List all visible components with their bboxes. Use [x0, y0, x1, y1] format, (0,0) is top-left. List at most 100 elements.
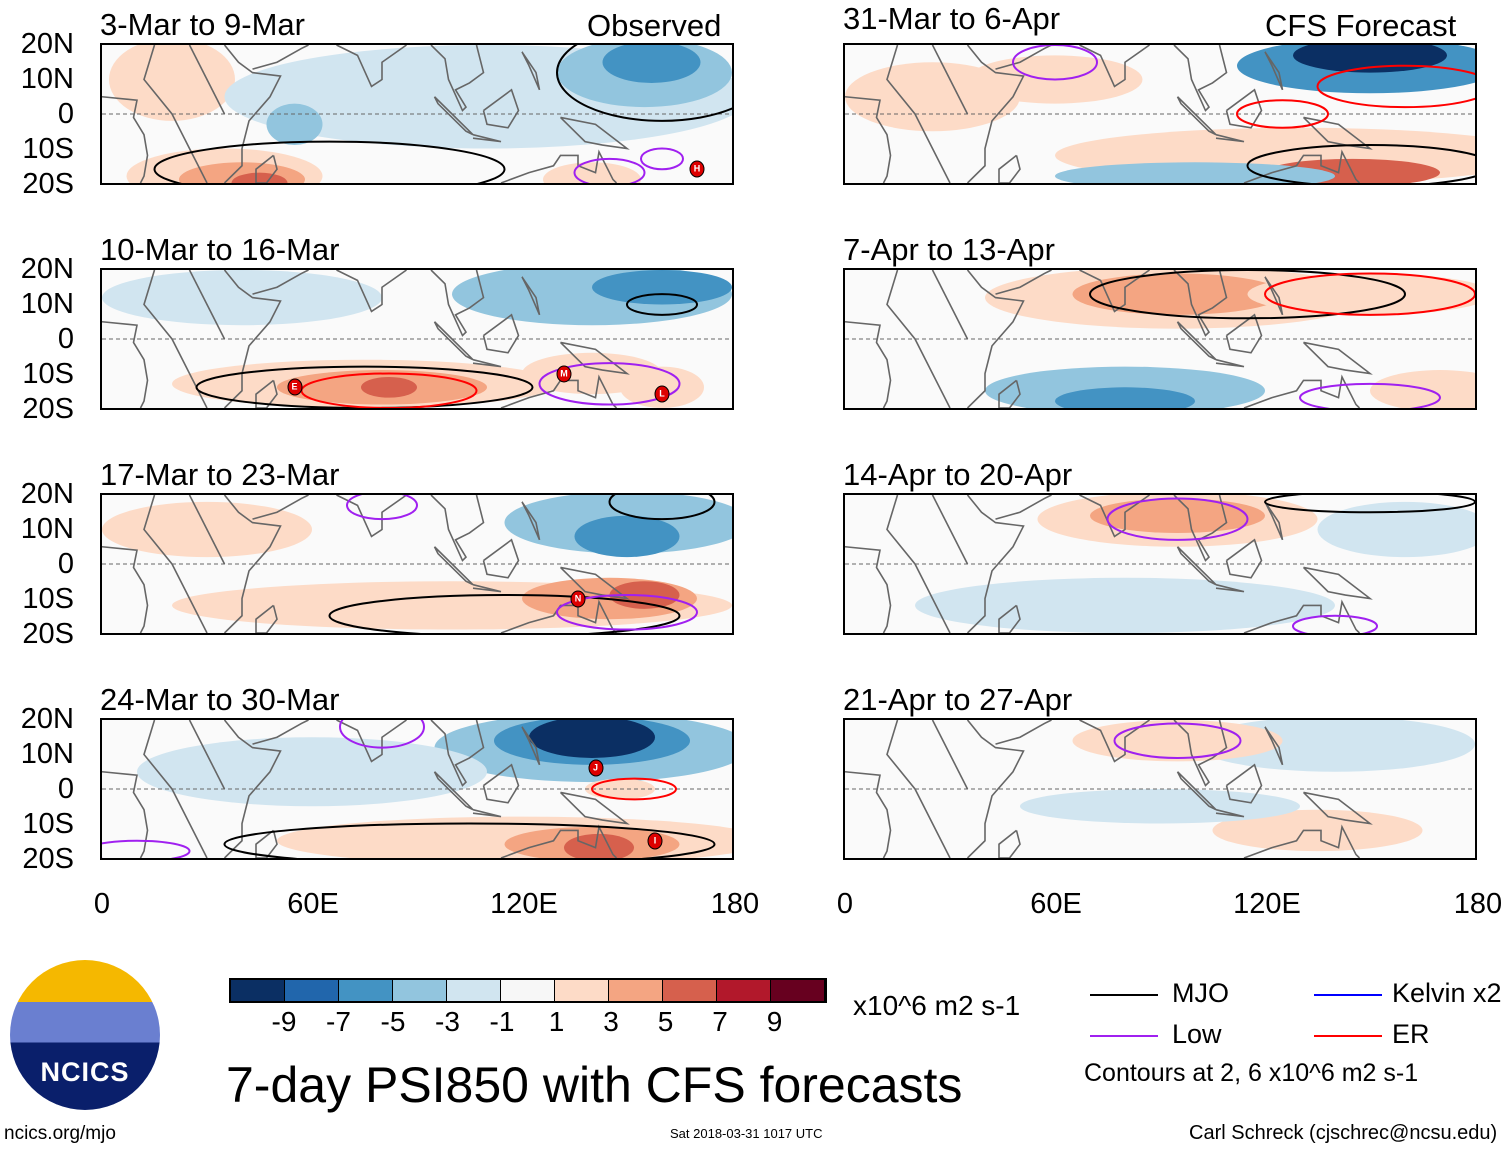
coastline [933, 720, 968, 789]
tropical-cyclone-marker: E [287, 378, 302, 396]
coastline [999, 155, 1020, 183]
colorbar-label: 7 [712, 1006, 728, 1037]
coastline [1265, 277, 1283, 315]
legend-label: Low [1172, 1019, 1222, 1049]
panel-title: 24-Mar to 30-Mar [100, 682, 340, 717]
legend-label: MJO [1172, 978, 1229, 1008]
coastline [256, 155, 277, 183]
coastline [225, 45, 281, 183]
coastline [501, 827, 617, 858]
wave-contour [575, 159, 645, 183]
coastline [337, 720, 407, 761]
chart-title: 7-day PSI850 with CFS forecasts [226, 1057, 963, 1113]
wave-contour [225, 824, 715, 859]
coastline [190, 720, 225, 789]
author-credit: Carl Schreck (cjschrec@ncsu.edu) [1189, 1122, 1498, 1144]
coastline [1174, 495, 1227, 561]
psi-anomaly-region [602, 45, 701, 83]
timestamp: Sat 2018-03-31 1017 UTC [670, 1126, 823, 1141]
coastline [190, 45, 225, 114]
coastline [337, 45, 407, 86]
coastline [1227, 765, 1262, 803]
lat-tick-label: 10S [22, 808, 74, 840]
column-title: CFS Forecast [1265, 8, 1457, 43]
psi-anomaly-region [1020, 789, 1300, 824]
lon-tick-label: 120E [1233, 888, 1301, 920]
coastline [1174, 45, 1227, 111]
legend-line-mjo [1090, 994, 1158, 996]
psi-anomaly-region [1055, 162, 1335, 183]
tropical-cyclone-marker: N [570, 590, 586, 607]
logo-text: NCICS [40, 1057, 130, 1087]
legend-line-kelvin-x2 [1314, 994, 1382, 996]
map-panel [843, 493, 1477, 635]
coastline [501, 152, 617, 183]
coastline [1265, 502, 1283, 540]
coastline [1216, 810, 1244, 817]
coastline [1178, 772, 1217, 810]
colorbar-label: -1 [489, 1006, 515, 1037]
coastline [102, 322, 148, 408]
colorbar [229, 978, 827, 1003]
coastline [1304, 342, 1371, 373]
colorbar-label: 5 [657, 1006, 674, 1037]
coastline [522, 502, 540, 540]
wave-contour [302, 374, 477, 409]
wave-contour [1115, 723, 1241, 758]
colorbar-swatch [609, 980, 663, 1001]
coastline [484, 315, 519, 353]
coastline [561, 342, 628, 373]
coastline [473, 135, 501, 142]
lon-tick-label: 120E [490, 888, 558, 920]
coastline [968, 495, 1024, 633]
panel-title: 10-Mar to 16-Mar [100, 232, 340, 267]
wave-contour [1013, 45, 1097, 80]
coastline [1244, 377, 1360, 408]
psi-anomaly-region [1055, 387, 1195, 408]
wave-contour [641, 149, 683, 170]
lat-tick-label: 10S [22, 358, 74, 390]
coastline [484, 765, 519, 803]
coastline [102, 547, 148, 633]
coastline [190, 495, 225, 564]
lat-tick-label: 10N [20, 738, 74, 770]
coastline [1216, 360, 1244, 367]
column-title: Observed [587, 8, 722, 43]
tropical-cyclone-marker: M [556, 365, 572, 382]
coastline [522, 277, 540, 315]
coastline [1178, 322, 1217, 360]
psi-anomaly-region [266, 103, 323, 146]
coastline [996, 720, 1052, 744]
coastline [522, 727, 540, 765]
psi-anomaly-region [1317, 501, 1475, 558]
lat-tick-label: 20S [22, 843, 74, 875]
coastline [337, 270, 407, 311]
ncics-logo: NCICS [10, 960, 160, 1110]
psi-anomaly-region [102, 270, 382, 326]
lat-tick-label: 20N [20, 253, 74, 285]
coastline [225, 495, 281, 633]
coastline [996, 270, 1052, 294]
lat-tick-label: 0 [57, 773, 74, 805]
coastline [1174, 270, 1227, 336]
lat-tick-label: 0 [57, 548, 74, 580]
coastline [845, 97, 891, 183]
contour-note: Contours at 2, 6 x10^6 m2 s-1 [1084, 1059, 1419, 1087]
coastline [999, 380, 1020, 408]
legend-label: ER [1392, 1019, 1430, 1049]
wave-contour [557, 595, 697, 630]
wave-contour [102, 841, 190, 858]
ncics-link[interactable]: ncics.org/mjo [4, 1123, 116, 1144]
coastline [484, 540, 519, 578]
colorbar-swatch [339, 980, 393, 1001]
wave-contour [592, 779, 676, 800]
coastline [1265, 52, 1283, 90]
colorbar-swatch [663, 980, 717, 1001]
coastline [1174, 720, 1227, 786]
map-panel [843, 718, 1477, 860]
coastline [999, 830, 1020, 858]
lon-tick-label: 60E [287, 888, 339, 920]
lat-tick-label: 0 [57, 98, 74, 130]
lat-tick-label: 20S [22, 168, 74, 200]
colorbar-swatch [501, 980, 555, 1001]
